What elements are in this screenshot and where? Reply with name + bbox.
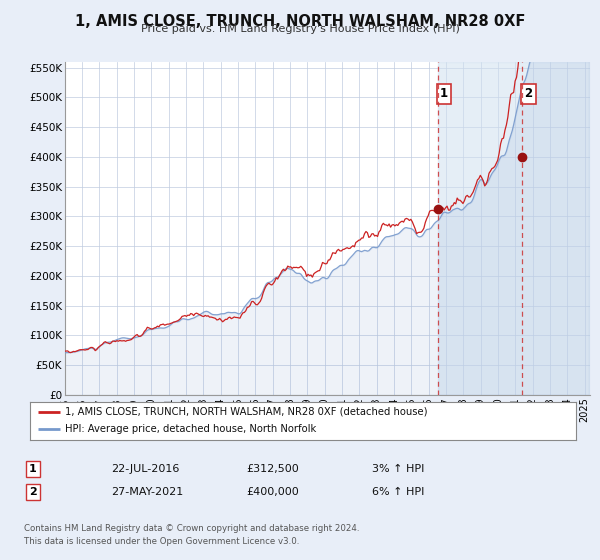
Text: 1, AMIS CLOSE, TRUNCH, NORTH WALSHAM, NR28 0XF: 1, AMIS CLOSE, TRUNCH, NORTH WALSHAM, NR… bbox=[75, 14, 525, 29]
Bar bbox=[438, 62, 590, 395]
Text: 1: 1 bbox=[29, 464, 37, 474]
Text: 1: 1 bbox=[440, 87, 448, 100]
Text: HPI: Average price, detached house, North Norfolk: HPI: Average price, detached house, Nort… bbox=[65, 424, 317, 435]
Text: 3% ↑ HPI: 3% ↑ HPI bbox=[372, 464, 424, 474]
Text: £312,500: £312,500 bbox=[246, 464, 299, 474]
Text: Price paid vs. HM Land Registry's House Price Index (HPI): Price paid vs. HM Land Registry's House … bbox=[140, 24, 460, 34]
Text: £400,000: £400,000 bbox=[246, 487, 299, 497]
Text: This data is licensed under the Open Government Licence v3.0.: This data is licensed under the Open Gov… bbox=[24, 537, 299, 546]
Text: 22-JUL-2016: 22-JUL-2016 bbox=[111, 464, 179, 474]
Text: 2: 2 bbox=[29, 487, 37, 497]
Text: 27-MAY-2021: 27-MAY-2021 bbox=[111, 487, 183, 497]
Text: 6% ↑ HPI: 6% ↑ HPI bbox=[372, 487, 424, 497]
Text: 2: 2 bbox=[524, 87, 532, 100]
Text: 1, AMIS CLOSE, TRUNCH, NORTH WALSHAM, NR28 0XF (detached house): 1, AMIS CLOSE, TRUNCH, NORTH WALSHAM, NR… bbox=[65, 407, 428, 417]
Text: Contains HM Land Registry data © Crown copyright and database right 2024.: Contains HM Land Registry data © Crown c… bbox=[24, 524, 359, 533]
